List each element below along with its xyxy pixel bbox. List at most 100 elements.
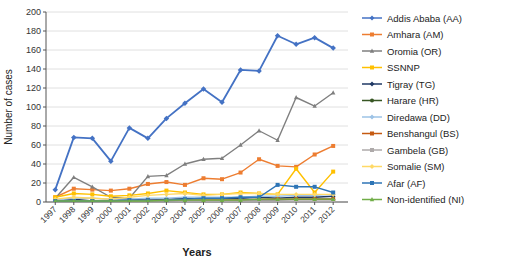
x-tick-label: 2006 bbox=[205, 204, 226, 225]
legend: Addis Ababa (AA)Amhara (AM)Oromia (OR)SS… bbox=[362, 13, 464, 206]
y-tick bbox=[43, 31, 46, 32]
point bbox=[72, 187, 76, 191]
point bbox=[183, 191, 188, 196]
grid-line bbox=[46, 164, 348, 165]
y-tick-label: 200 bbox=[26, 7, 41, 17]
series bbox=[53, 183, 335, 202]
point bbox=[220, 177, 224, 181]
series-line bbox=[55, 185, 333, 201]
point bbox=[275, 138, 279, 142]
point bbox=[312, 35, 318, 41]
x-tick-label: 2001 bbox=[112, 204, 133, 225]
grid-line bbox=[46, 145, 348, 146]
point bbox=[164, 192, 169, 197]
x-tick bbox=[277, 202, 278, 205]
grid bbox=[46, 12, 348, 202]
point bbox=[183, 198, 187, 202]
point bbox=[108, 158, 114, 164]
x-tick-label: 1999 bbox=[75, 204, 96, 225]
legend-label: Non-identified (NI) bbox=[387, 194, 464, 205]
grid-line bbox=[46, 126, 348, 127]
x-tick-label: 2002 bbox=[131, 204, 152, 225]
point bbox=[201, 176, 205, 180]
series bbox=[53, 33, 336, 192]
x-tick-label: 2004 bbox=[168, 204, 189, 225]
y-tick bbox=[43, 107, 46, 108]
point bbox=[72, 199, 76, 202]
point bbox=[220, 192, 225, 197]
grid-line bbox=[46, 107, 348, 108]
point bbox=[313, 185, 317, 189]
point bbox=[90, 192, 94, 196]
legend-label: Amhara (AM) bbox=[387, 29, 443, 40]
point bbox=[331, 144, 335, 148]
x-tick-label: 2009 bbox=[261, 204, 282, 225]
chart: 0204060801001201401601802001997199819992… bbox=[0, 0, 511, 267]
point bbox=[164, 180, 168, 184]
point bbox=[294, 167, 298, 171]
point bbox=[313, 153, 317, 157]
legend-label: Harare (HR) bbox=[387, 95, 439, 106]
x-tick-label: 2000 bbox=[94, 204, 115, 225]
y-tick bbox=[43, 164, 46, 165]
x-tick bbox=[222, 202, 223, 205]
point bbox=[219, 99, 225, 105]
y-tick bbox=[43, 183, 46, 184]
legend-label: Gambela (GB) bbox=[387, 145, 448, 156]
series bbox=[53, 197, 335, 202]
x-tick-label: 2012 bbox=[316, 204, 337, 225]
point bbox=[256, 68, 262, 74]
series-line bbox=[55, 93, 333, 198]
legend-marker bbox=[370, 197, 374, 201]
x-tick bbox=[240, 202, 241, 205]
point bbox=[257, 197, 261, 201]
legend-marker bbox=[370, 82, 375, 87]
point bbox=[127, 125, 133, 131]
series bbox=[53, 191, 336, 202]
point bbox=[145, 136, 151, 142]
x-tick bbox=[184, 202, 185, 205]
grid-line bbox=[46, 31, 348, 32]
grid-line bbox=[46, 88, 348, 89]
legend-label: Afar (AF) bbox=[387, 178, 426, 189]
point bbox=[201, 198, 205, 202]
x-tick bbox=[203, 202, 204, 205]
grid-line bbox=[46, 69, 348, 70]
x-tick bbox=[110, 202, 111, 205]
x-tick-label: 2005 bbox=[186, 204, 207, 225]
point bbox=[183, 197, 187, 201]
y-tick-label: 80 bbox=[31, 121, 41, 131]
x-tick bbox=[55, 202, 56, 205]
y-axis-label: Number of cases bbox=[3, 69, 14, 145]
legend-label: Somalie (SM) bbox=[387, 161, 445, 172]
point bbox=[72, 175, 76, 179]
point bbox=[146, 199, 150, 202]
x-tick bbox=[73, 202, 74, 205]
series bbox=[53, 90, 335, 200]
legend-marker bbox=[370, 164, 375, 169]
point bbox=[331, 170, 335, 174]
x-tick bbox=[147, 202, 148, 205]
x-tick bbox=[92, 202, 93, 205]
y-tick bbox=[43, 126, 46, 127]
point bbox=[164, 116, 170, 122]
point bbox=[127, 187, 131, 191]
point bbox=[146, 193, 151, 198]
point bbox=[164, 173, 168, 177]
point bbox=[294, 197, 298, 201]
point bbox=[239, 171, 243, 175]
grid-line bbox=[46, 50, 348, 51]
legend-marker bbox=[370, 115, 375, 120]
point bbox=[312, 197, 316, 201]
x-tick bbox=[314, 202, 315, 205]
legend-label: SSNNP bbox=[387, 62, 420, 73]
legend-label: Addis Ababa (AA) bbox=[387, 13, 462, 24]
x-axis-label: Years bbox=[182, 246, 211, 258]
y-tick bbox=[43, 88, 46, 89]
point bbox=[331, 197, 335, 201]
point bbox=[90, 199, 94, 202]
legend-marker bbox=[370, 66, 374, 70]
point bbox=[293, 42, 299, 48]
legend-marker bbox=[370, 49, 374, 53]
y-tick-label: 60 bbox=[31, 140, 41, 150]
